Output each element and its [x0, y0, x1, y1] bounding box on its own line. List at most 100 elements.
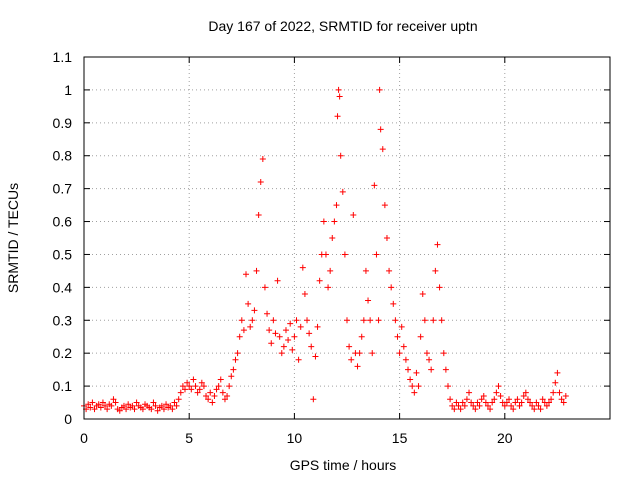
data-point: [402, 356, 409, 363]
data-point: [558, 396, 565, 403]
data-point: [217, 376, 224, 383]
y-tick-label: 0.6: [53, 214, 73, 230]
data-point: [512, 399, 519, 406]
data-point: [413, 369, 420, 376]
data-point: [181, 386, 188, 393]
data-point: [434, 241, 441, 248]
data-point: [316, 277, 323, 284]
data-point: [426, 356, 433, 363]
data-point: [234, 350, 241, 357]
data-point: [453, 399, 460, 406]
data-point: [325, 284, 332, 291]
data-point: [449, 402, 456, 409]
y-tick-label: 0.4: [53, 279, 73, 295]
data-point: [524, 396, 531, 403]
data-point: [354, 363, 361, 370]
data-point: [334, 113, 341, 120]
data-point: [190, 376, 197, 383]
data-point: [179, 383, 186, 390]
data-point: [102, 402, 109, 409]
data-point: [322, 251, 329, 258]
data-point: [493, 389, 500, 396]
data-point: [560, 399, 567, 406]
data-point: [297, 323, 304, 330]
data-point: [537, 406, 544, 413]
data-point: [367, 317, 374, 324]
data-point: [215, 383, 222, 390]
chart-title: Day 167 of 2022, SRMTID for receiver upt…: [208, 18, 477, 34]
data-point: [188, 386, 195, 393]
data-point: [444, 383, 451, 390]
data-point: [447, 396, 454, 403]
data-point: [243, 271, 250, 278]
data-point: [376, 86, 383, 93]
y-tick-label: 0.2: [53, 345, 73, 361]
data-point: [531, 406, 538, 413]
data-point: [255, 211, 262, 218]
data-point: [295, 356, 302, 363]
data-point: [205, 396, 212, 403]
data-point: [221, 396, 228, 403]
data-point: [518, 399, 525, 406]
data-point: [522, 389, 529, 396]
data-point: [436, 284, 443, 291]
data-point: [360, 317, 367, 324]
data-point: [442, 366, 449, 373]
data-point: [428, 366, 435, 373]
data-point: [230, 366, 237, 373]
data-point: [476, 402, 483, 409]
data-point: [312, 353, 319, 360]
data-point: [278, 350, 285, 357]
data-point: [506, 396, 513, 403]
data-point: [203, 392, 210, 399]
data-point: [346, 343, 353, 350]
data-point: [474, 399, 481, 406]
data-point: [240, 327, 247, 334]
data-point: [226, 383, 233, 390]
y-tick-label: 0.7: [53, 181, 73, 197]
data-point: [405, 366, 412, 373]
data-point: [457, 406, 464, 413]
data-point: [213, 386, 220, 393]
data-point: [285, 337, 292, 344]
data-point: [350, 211, 357, 218]
data-point: [421, 317, 428, 324]
data-point: [423, 350, 430, 357]
data-point: [169, 406, 176, 413]
data-point: [394, 333, 401, 340]
data-point: [341, 251, 348, 258]
data-point: [245, 300, 252, 307]
data-point: [398, 323, 405, 330]
data-point: [125, 401, 132, 408]
data-point: [379, 146, 386, 153]
axis-ticks: [83, 56, 610, 420]
data-point: [308, 343, 315, 350]
data-point: [430, 317, 437, 324]
data-point: [503, 399, 510, 406]
data-point: [371, 182, 378, 189]
data-point: [320, 218, 327, 225]
data-point: [264, 310, 271, 317]
data-point: [550, 389, 557, 396]
data-point: [272, 330, 279, 337]
data-point: [440, 350, 447, 357]
data-point: [306, 330, 313, 337]
data-point: [539, 396, 546, 403]
y-tick-label: 1.1: [53, 49, 73, 65]
data-point: [87, 404, 94, 411]
data-point: [409, 383, 416, 390]
data-point: [301, 290, 308, 297]
data-point: [545, 399, 552, 406]
x-tick-label: 20: [497, 430, 513, 446]
data-point: [529, 402, 536, 409]
data-point: [173, 402, 180, 409]
data-point: [120, 402, 127, 409]
data-point: [533, 399, 540, 406]
data-series-srmtid: [81, 86, 569, 414]
data-point: [160, 406, 167, 413]
data-point: [270, 317, 277, 324]
data-point: [520, 392, 527, 399]
plot-frame: [83, 56, 611, 420]
data-point: [415, 383, 422, 390]
